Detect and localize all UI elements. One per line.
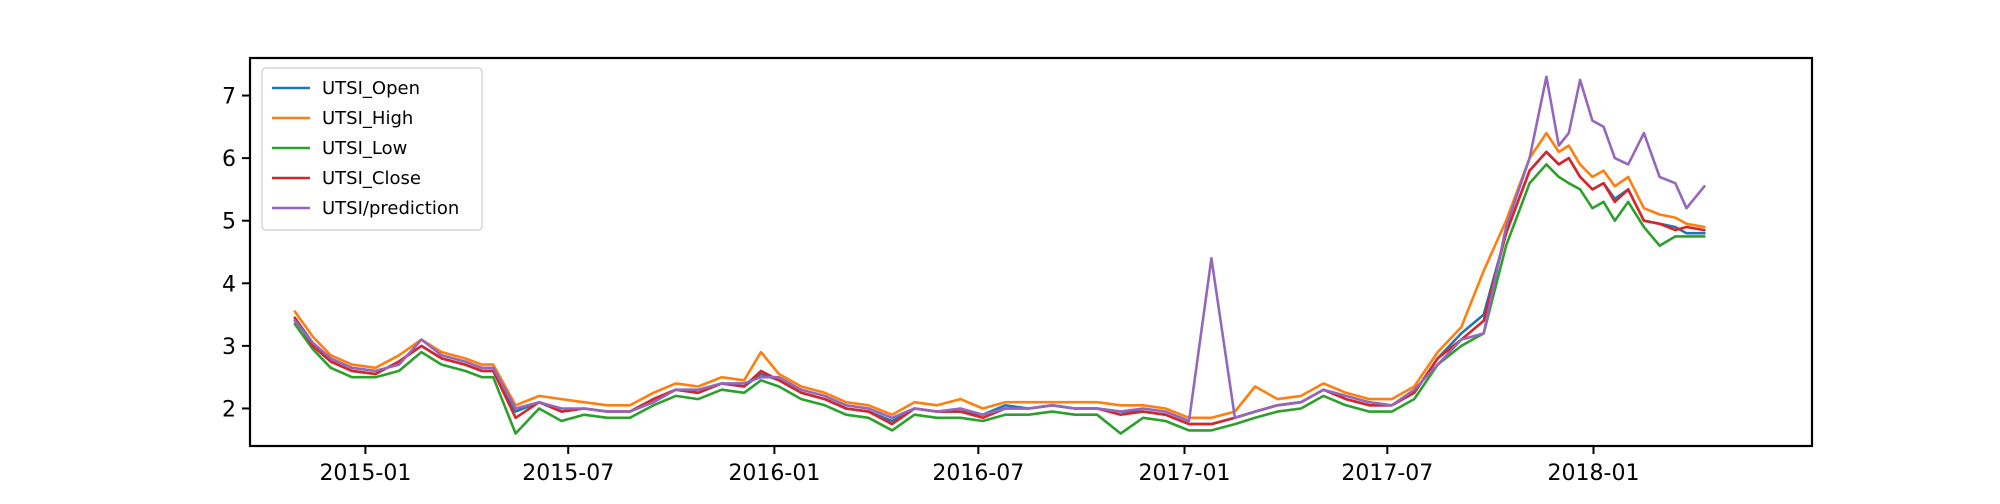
y-tick-label: 6 (222, 147, 236, 172)
series-line-utsi-prediction (293, 75, 1706, 423)
y-axis: 2 3 4 5 6 7 (222, 85, 250, 422)
legend-box (261, 67, 483, 231)
legend-label: UTSI_High (322, 108, 413, 129)
y-tick-label: 3 (222, 335, 236, 360)
legend-label: UTSI_Open (322, 78, 420, 99)
series-layer (293, 75, 1706, 435)
plot-frame (248, 56, 1814, 448)
series-line-utsi-low (293, 163, 1706, 435)
y-tick-label: 7 (222, 85, 236, 110)
x-tick-label: 2016-01 (728, 461, 820, 486)
x-axis: 2015-01 2015-07 2016-01 2016-07 2017-01 2017-… (319, 446, 1639, 486)
y-tick-label: 5 (222, 210, 236, 235)
x-tick-label: 2018-01 (1548, 461, 1640, 486)
x-tick-label: 2016-07 (932, 461, 1024, 486)
legend-label: UTSI_Close (322, 168, 421, 189)
x-tick-label: 2017-07 (1341, 461, 1433, 486)
x-tick-label: 2015-01 (319, 461, 411, 486)
y-tick-label: 4 (222, 272, 236, 297)
x-tick-label: 2015-07 (522, 461, 614, 486)
legend-label: UTSI_Low (322, 138, 407, 159)
legend-label: UTSI/prediction (322, 198, 459, 219)
series-line-utsi-high (293, 131, 1706, 420)
y-tick-label: 2 (222, 397, 236, 422)
x-tick-label: 2017-01 (1139, 461, 1231, 486)
legend: UTSI_Open UTSI_High UTSI_Low UTSI_Close UTSI… (261, 67, 483, 231)
